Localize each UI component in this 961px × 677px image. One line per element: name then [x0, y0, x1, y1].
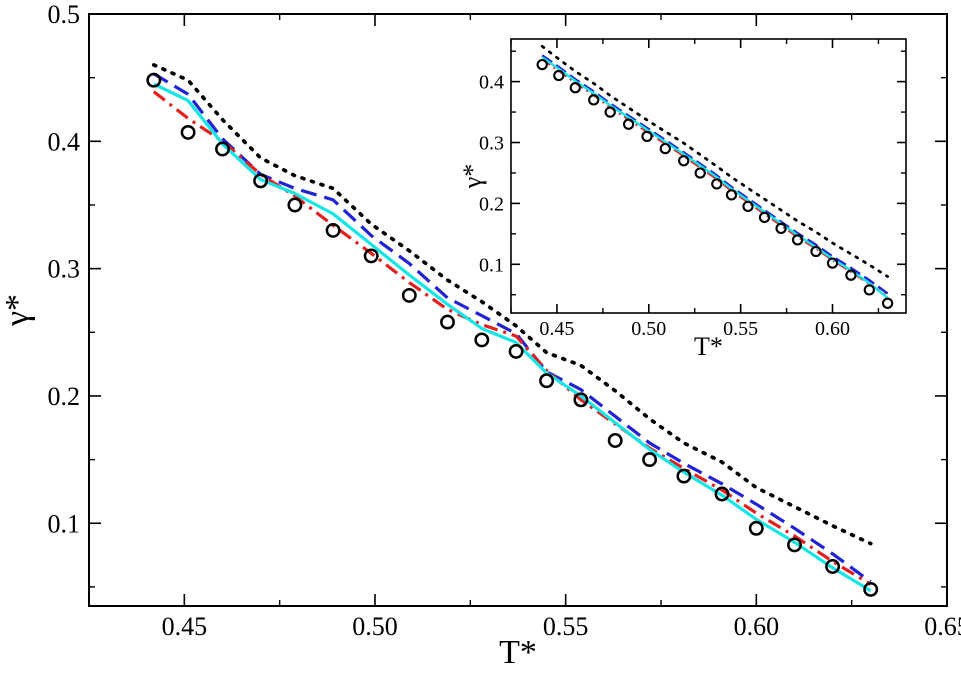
data-point — [825, 559, 841, 574]
y-tick-label: 0.5 — [48, 0, 81, 29]
data-point — [642, 452, 658, 468]
data-point — [474, 332, 490, 348]
series-line-dashed — [541, 54, 889, 295]
data-point — [863, 581, 879, 597]
data-point — [787, 537, 802, 553]
series-line-solid — [541, 56, 889, 299]
series-line-dotted — [540, 44, 889, 278]
data-point — [401, 287, 417, 303]
x-tick-label: 0.55 — [723, 318, 758, 340]
data-point — [826, 257, 839, 269]
data-point — [863, 284, 875, 296]
data-point — [363, 248, 379, 264]
data-point — [180, 124, 196, 140]
x-tick-label: 0.60 — [734, 612, 780, 641]
x-axis-title: T* — [499, 634, 537, 671]
data-point — [659, 142, 671, 155]
y-tick-label: 0.1 — [479, 254, 504, 276]
x-tick-label: 0.60 — [815, 318, 850, 340]
data-point — [553, 69, 565, 82]
y-tick-label: 0.3 — [479, 133, 504, 155]
y-tick-label: 0.4 — [479, 72, 504, 94]
data-point — [881, 297, 894, 309]
data-point — [725, 189, 738, 201]
data-point — [845, 269, 857, 281]
data-point — [758, 211, 771, 224]
data-point — [622, 118, 635, 130]
data-point — [573, 392, 589, 408]
inset-plot: 0.45 0.50 0.55 0.60 0.1 0.2 0.3 0.4 T* γ* — [458, 38, 907, 361]
data-point — [569, 82, 581, 94]
data-point — [325, 222, 341, 238]
data-point — [440, 314, 455, 330]
series-group — [146, 63, 879, 597]
series-line-solid — [153, 82, 872, 593]
data-point — [588, 94, 600, 106]
data-point — [791, 234, 804, 246]
y-axis-title: γ* — [458, 164, 487, 190]
plot-frame — [88, 13, 948, 607]
x-tick-label: 0.55 — [543, 612, 589, 641]
x-tick-label: 0.45 — [539, 318, 574, 340]
data-point — [714, 486, 730, 502]
data-point — [607, 433, 623, 448]
y-tick-label: 0.3 — [48, 255, 81, 284]
data-point — [536, 58, 548, 71]
x-tick-label: 0.65 — [924, 612, 961, 641]
data-point — [287, 197, 303, 213]
plot-frame — [510, 38, 907, 314]
y-tick-label: 0.2 — [479, 193, 504, 215]
x-tick-label: 0.45 — [162, 612, 208, 641]
data-point — [539, 373, 555, 389]
series-group — [536, 44, 894, 309]
data-point — [711, 178, 723, 190]
data-point — [810, 245, 822, 258]
data-point — [146, 72, 162, 88]
data-point — [694, 167, 706, 179]
data-point — [742, 200, 754, 213]
series-line-dotted — [151, 63, 873, 546]
y-tick-label: 0.1 — [48, 509, 81, 538]
data-point — [775, 222, 787, 235]
data-point — [748, 520, 764, 536]
y-tick-label: 0.4 — [48, 127, 81, 156]
x-tick-label: 0.50 — [352, 612, 398, 641]
x-axis-title: T* — [694, 332, 723, 361]
series-line-dash-dot — [152, 90, 872, 586]
data-point — [604, 106, 616, 118]
y-tick-label: 0.2 — [48, 382, 81, 411]
data-point — [641, 130, 653, 143]
y-axis-title: γ* — [0, 294, 36, 327]
data-point — [253, 173, 269, 189]
data-point — [508, 343, 524, 359]
data-point — [676, 468, 692, 484]
data-point — [215, 141, 230, 157]
data-point — [678, 155, 690, 167]
x-tick-label: 0.50 — [631, 318, 666, 340]
